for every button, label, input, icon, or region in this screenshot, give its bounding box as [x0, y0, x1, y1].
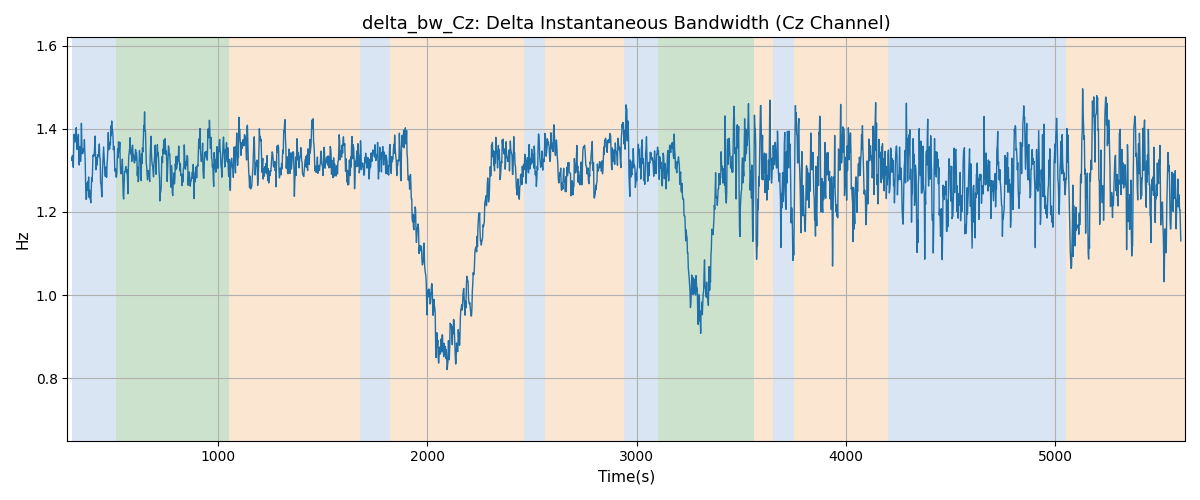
Title: delta_bw_Cz: Delta Instantaneous Bandwidth (Cz Channel): delta_bw_Cz: Delta Instantaneous Bandwid…: [362, 15, 890, 34]
X-axis label: Time(s): Time(s): [598, 470, 655, 485]
Bar: [754, 38, 773, 440]
Bar: [228, 38, 360, 440]
Bar: [773, 38, 793, 440]
Bar: [115, 38, 228, 440]
Bar: [72, 38, 115, 440]
Bar: [793, 38, 888, 440]
Bar: [658, 38, 754, 440]
Bar: [390, 38, 523, 440]
Bar: [360, 38, 390, 440]
Bar: [545, 38, 624, 440]
Bar: [888, 38, 1066, 440]
Bar: [523, 38, 545, 440]
Bar: [1066, 38, 1186, 440]
Y-axis label: Hz: Hz: [16, 230, 30, 249]
Bar: [624, 38, 658, 440]
